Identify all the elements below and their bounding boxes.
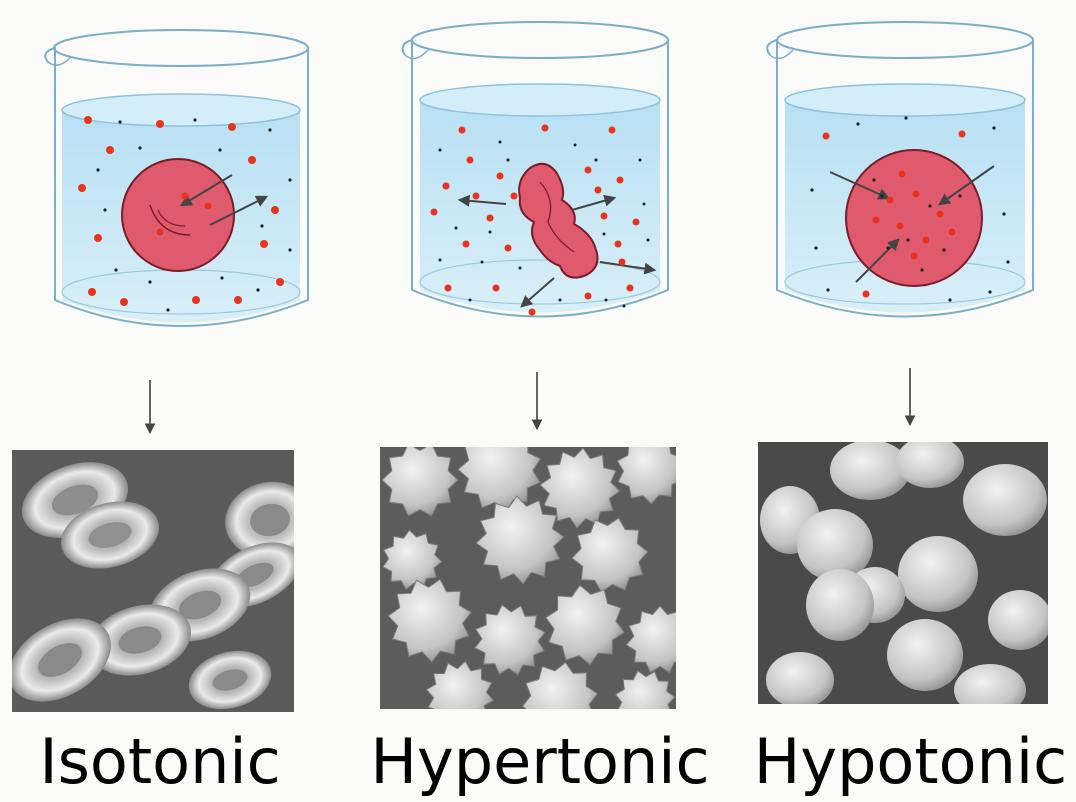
water-flow-arrow — [179, 174, 233, 207]
crenated-cell — [382, 529, 443, 591]
water-flow-arrow — [520, 277, 555, 308]
micrograph-hypertonic — [380, 447, 676, 709]
water-flow-arrow — [209, 195, 269, 226]
label-hypertonic: Hypertonic — [370, 725, 710, 798]
beaker-hypotonic — [766, 21, 1034, 318]
water-flow-arrow — [938, 165, 995, 206]
crenated-cell — [381, 447, 459, 517]
red-blood-cell — [121, 158, 235, 272]
water-flow-arrow — [571, 194, 617, 211]
crenated-cell — [387, 578, 473, 663]
label-hypotonic: Hypotonic — [753, 725, 1068, 798]
crenated-cell — [425, 660, 495, 709]
label-isotonic: Isotonic — [39, 725, 281, 798]
crenated-cell — [474, 604, 546, 676]
crenated-cell — [616, 447, 676, 505]
water-flow-arrow — [855, 238, 900, 283]
beaker-isotonic — [44, 29, 309, 327]
crenated-cell — [475, 495, 565, 585]
shrunken-red-blood-cell — [518, 162, 599, 279]
crenated-cell — [614, 670, 676, 709]
crenated-cell — [539, 447, 621, 529]
micrograph-hypotonic — [758, 442, 1048, 704]
micrograph-isotonic — [12, 450, 294, 712]
water-flow-arrow — [599, 261, 657, 275]
water-flow-arrow — [457, 194, 507, 207]
swollen-red-blood-cell — [845, 149, 983, 287]
crenated-cell — [571, 517, 649, 593]
crenated-cell — [521, 661, 599, 709]
water-flow-arrow — [829, 171, 891, 200]
crenated-cell — [544, 584, 626, 666]
beaker-hypertonic — [401, 21, 669, 318]
crenated-cell — [625, 605, 676, 674]
